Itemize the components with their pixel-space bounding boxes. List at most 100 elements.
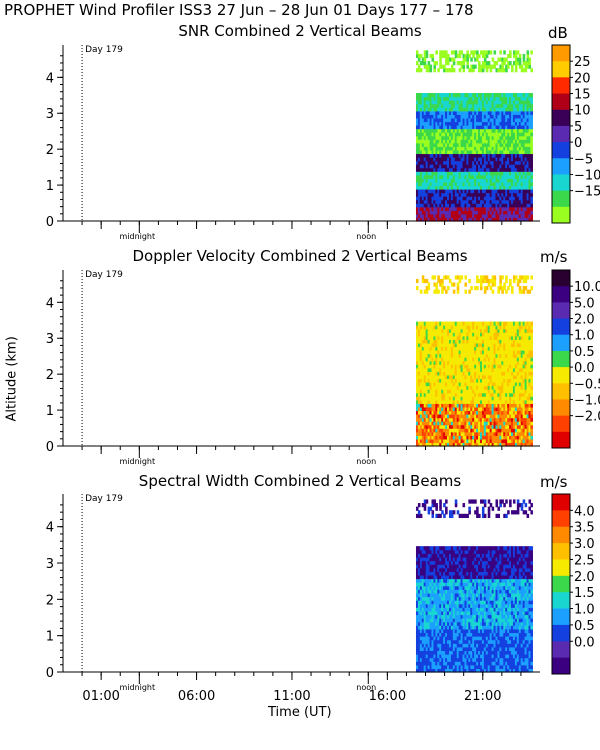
heatmap-cell: [528, 164, 532, 169]
heatmap-cell: [479, 132, 483, 137]
heatmap-cell: [454, 53, 458, 59]
heatmap-cell: [476, 357, 479, 362]
heatmap-cell: [481, 396, 485, 401]
heatmap-cell: [518, 103, 522, 108]
heatmap-cell: [454, 157, 458, 162]
heatmap-cell: [441, 153, 444, 158]
heatmap-cell: [483, 189, 487, 194]
heatmap-cell: [483, 203, 487, 208]
heatmap-cell: [493, 153, 497, 158]
heatmap-cell: [481, 389, 485, 394]
heatmap-cell: [421, 621, 425, 626]
heatmap-cell: [466, 382, 469, 387]
heatmap-cell: [417, 639, 421, 644]
heatmap-cell: [447, 424, 450, 429]
heatmap-cell: [435, 367, 438, 372]
heatmap-cell: [511, 189, 514, 194]
heatmap-cell: [425, 53, 429, 59]
heatmap-cell: [476, 275, 479, 280]
heatmap-cell: [505, 374, 508, 380]
heatmap-cell: [447, 339, 450, 344]
heatmap-cell: [425, 142, 429, 147]
heatmap-cell: [466, 114, 469, 119]
heatmap-cell: [476, 431, 479, 436]
heatmap-cell: [464, 203, 468, 208]
heatmap-cell: [417, 350, 421, 355]
heatmap-cell: [509, 325, 512, 330]
heatmap-cell: [476, 103, 479, 108]
heatmap-cell: [421, 93, 425, 98]
heatmap-cell: [433, 406, 436, 412]
heatmap-cell: [479, 421, 483, 426]
heatmap-cell: [423, 321, 427, 326]
heatmap-cell: [509, 53, 512, 59]
heatmap-cell: [509, 160, 512, 165]
heatmap-cell: [507, 125, 510, 130]
heatmap-cell: [495, 189, 499, 194]
heatmap-cell: [464, 342, 468, 348]
heatmap-cell: [468, 392, 471, 397]
heatmap-cell: [507, 438, 510, 444]
heatmap-cell: [423, 339, 427, 344]
heatmap-cell: [417, 406, 421, 412]
heatmap-cell: [509, 435, 512, 440]
heatmap-cell: [415, 392, 419, 397]
heatmap-cell: [522, 350, 526, 355]
heatmap-cell: [497, 328, 500, 333]
heatmap-cell: [448, 325, 452, 330]
heatmap-cell: [518, 142, 522, 147]
heatmap-cell: [421, 592, 425, 598]
heatmap-cell: [431, 275, 435, 280]
heatmap-cell: [441, 332, 444, 337]
heatmap-cell: [518, 181, 522, 187]
heatmap-cell: [524, 357, 528, 362]
heatmap-cell: [425, 192, 429, 197]
heatmap-cell: [522, 342, 526, 348]
heatmap-cell: [450, 181, 454, 187]
heatmap-cell: [524, 110, 528, 115]
heatmap-cell: [417, 346, 421, 351]
heatmap-cell: [495, 325, 499, 330]
heatmap-cell: [417, 578, 421, 583]
heatmap-cell: [530, 142, 533, 147]
heatmap-cell: [505, 121, 508, 126]
heatmap-cell: [458, 399, 462, 404]
heatmap-cell: [458, 171, 462, 176]
heatmap-cell: [429, 178, 433, 183]
heatmap-cell: [481, 325, 485, 330]
heatmap-cell: [437, 278, 440, 284]
heatmap-cell: [433, 167, 436, 172]
heatmap-cell: [516, 171, 520, 176]
heatmap-cell: [491, 414, 495, 419]
heatmap-cell: [460, 403, 464, 408]
heatmap-cell: [460, 424, 464, 429]
heatmap-cell: [462, 396, 466, 401]
heatmap-cell: [435, 199, 438, 204]
heatmap-cell: [479, 189, 483, 194]
heatmap-cell: [503, 325, 506, 330]
heatmap-cell: [509, 342, 512, 348]
heatmap-cell: [481, 135, 485, 140]
heatmap-cell: [479, 196, 483, 201]
heatmap-cell: [454, 199, 458, 204]
heatmap-cell: [474, 153, 477, 158]
heatmap-cell: [454, 275, 458, 280]
heatmap-cell: [518, 414, 522, 419]
heatmap-cell: [522, 61, 526, 66]
heatmap-cell: [417, 549, 421, 554]
heatmap-cell: [507, 149, 510, 155]
heatmap-cell: [503, 178, 506, 183]
heatmap-cell: [433, 117, 436, 123]
heatmap-cell: [419, 628, 423, 634]
heatmap-cell: [481, 442, 485, 447]
heatmap-cell: [445, 399, 448, 404]
heatmap-cell: [429, 385, 433, 390]
heatmap-cell: [501, 135, 504, 140]
heatmap-cell: [478, 321, 481, 326]
heatmap-cell: [421, 428, 425, 433]
heatmap-cell: [524, 371, 528, 376]
heatmap-cell: [448, 321, 452, 326]
heatmap-cell: [433, 428, 436, 433]
heatmap-cell: [485, 185, 489, 190]
heatmap-cell: [460, 132, 464, 137]
